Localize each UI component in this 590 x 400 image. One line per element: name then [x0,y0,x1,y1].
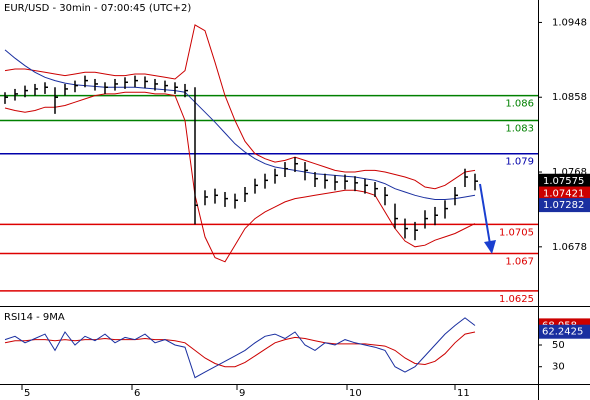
layers: 1.086 1.083 1.079 1.0705 1.067 1.0625 1.0948 1.… [0,17,590,399]
y-tick-label: 1.0768 [552,167,587,178]
y-tick-label: 30 [552,362,565,373]
price-tag [539,186,590,201]
moving-average [4,49,476,200]
rsi-title: RSI14 - 9MA [4,312,65,323]
y-tick-label: 1.0948 [552,17,587,28]
level-label: 1.0705 [499,227,534,238]
x-tick-label: 9 [239,388,245,399]
upper-band [4,24,476,190]
level-label: 1.067 [505,256,534,267]
price-tag-label: 1.07282 [543,200,584,211]
price-tag [539,173,590,188]
level-label: 1.083 [505,124,534,135]
rsi-tag [539,324,590,339]
forecast-arrow [479,183,491,245]
x-tick-label: 11 [457,388,470,399]
chart-title: EUR/USD - 30min - 07:00:45 (UTC+2) [4,3,191,14]
y-tick-label: 50 [552,340,565,351]
level-label: 1.086 [505,99,534,110]
rsi-tag-label: 62.2425 [542,327,583,338]
x-tick-label: 10 [349,388,362,399]
rsi-ma [4,331,476,368]
lower-band [4,91,476,263]
level-label: 1.079 [505,157,534,168]
price-tag-label: 1.07575 [543,176,584,187]
y-tick-label: 1.0678 [552,242,587,253]
rsi-line [4,317,476,379]
y-tick-label: 1.0858 [552,92,587,103]
price-tag-label: 1.07421 [543,189,584,200]
price-tag [539,198,590,213]
forecast-arrowhead [484,240,496,254]
x-tick-label: 6 [134,388,140,399]
x-tick-label: 5 [24,388,30,399]
level-label: 1.0625 [499,294,534,305]
